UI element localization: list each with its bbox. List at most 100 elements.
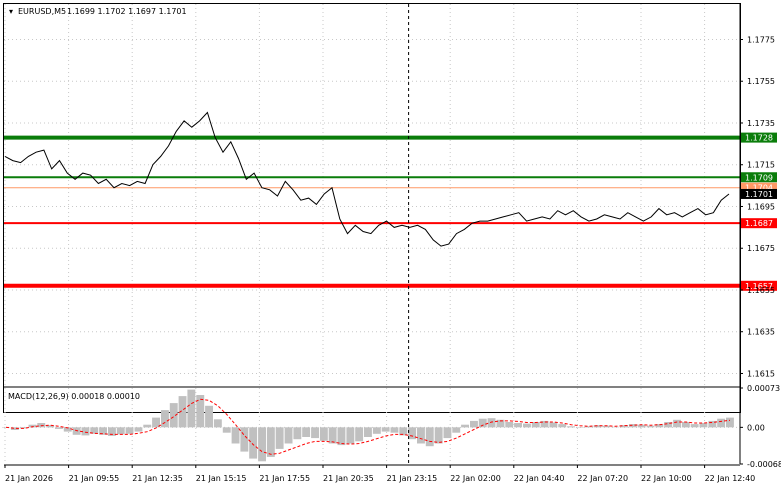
time-tick-label: 21 Jan 12:35 <box>132 474 183 483</box>
ohlc-values: 1.1699 1.1702 1.1697 1.1701 <box>67 7 187 16</box>
price-series <box>4 111 730 247</box>
symbol-timeframe: EURUSD,M5 <box>18 7 66 16</box>
time-tick-label: 22 Jan 02:00 <box>450 474 501 483</box>
horizontal-levels: 1.1728 1.1709 1.1704 1.1687 1.1657 1.1701 <box>4 132 777 291</box>
macd-histogram-bar <box>258 427 266 462</box>
resistance-level-tag <box>741 132 777 143</box>
macd-histogram-bar <box>417 427 425 444</box>
macd-histogram-bar <box>434 427 443 444</box>
current-price-tag <box>741 188 777 199</box>
macd-histogram-bar <box>575 427 584 428</box>
macd-histogram-bar <box>213 419 222 428</box>
macd-histogram-bar <box>514 423 522 428</box>
macd-histogram-bar <box>602 425 611 428</box>
macd-histogram-bar <box>205 405 213 428</box>
time-tick-label: 21 Jan 2026 <box>5 474 53 483</box>
macd-histogram-bar <box>284 427 293 444</box>
chart-title-arrow[interactable]: ▾ <box>9 7 13 16</box>
macd-histogram-bar <box>673 419 681 428</box>
price-line <box>4 111 730 247</box>
macd-histogram-bar <box>116 427 125 435</box>
price-tick-label: 1.1695 <box>747 202 775 211</box>
macd-histogram-bar <box>381 427 390 432</box>
macd-histogram-bar <box>99 427 107 435</box>
macd-histogram-bar <box>346 427 355 444</box>
macd-histogram-bar <box>143 424 152 428</box>
price-tick-label: 1.1735 <box>747 119 775 128</box>
time-tick-label: 21 Jan 20:35 <box>323 474 374 483</box>
macd-grid <box>4 386 740 464</box>
time-tick-label: 21 Jan 23:15 <box>387 474 438 483</box>
macd-histogram-bar <box>567 426 575 428</box>
macd-histogram-bar <box>523 423 531 428</box>
resistance-level-label: 1.1728 <box>745 134 773 143</box>
macd-histogram-bar <box>311 427 319 439</box>
support-level-label: 1.1687 <box>745 219 773 228</box>
macd-histogram-bar <box>2 427 10 428</box>
macd-histogram-bar <box>19 427 28 429</box>
macd-histogram-bar <box>240 427 249 452</box>
price-tick-label: 1.1635 <box>747 328 775 337</box>
macd-histogram-bar <box>611 426 620 428</box>
macd-histogram-bar <box>540 420 549 428</box>
macd-histogram-bar <box>169 403 178 428</box>
price-tick-label: 1.1675 <box>747 244 775 253</box>
macd-histogram-bar <box>178 396 187 428</box>
macd-histogram-bar <box>196 395 205 428</box>
current-bid-level-label: 1.1704 <box>745 184 773 193</box>
price-axis: 1.1775 1.1755 1.1735 1.1715 1.1695 1.1675 1.16… <box>739 4 775 464</box>
macd-histogram-bar <box>593 425 602 428</box>
macd-histogram-bar <box>470 420 478 428</box>
time-tick-label: 21 Jan 17:55 <box>259 474 310 483</box>
macd-histogram-bar <box>425 427 434 447</box>
price-tick-label: 1.1775 <box>747 35 775 44</box>
macd-histogram-bar <box>222 427 231 433</box>
macd-histogram-bar <box>231 427 240 444</box>
macd-histogram-bar <box>275 427 284 449</box>
price-tick-label: 1.1715 <box>747 161 775 170</box>
macd-histogram-bar <box>63 427 72 432</box>
macd-tick-label: 0.00 <box>747 423 765 432</box>
macd-histogram-bar <box>637 424 646 428</box>
macd-histogram-bar <box>108 427 116 436</box>
macd-histogram-bar <box>549 422 558 428</box>
support-level-label: 1.1657 <box>745 282 773 291</box>
macd-histogram-bar <box>90 427 99 434</box>
macd-histogram-bar <box>337 427 346 446</box>
macd-histogram-bar <box>408 427 417 440</box>
macd-signal-line <box>5 398 731 455</box>
time-tick-label: 22 Jan 10:00 <box>641 474 692 483</box>
macd-histogram-bar <box>37 423 46 428</box>
price-panel-frame <box>3 3 741 413</box>
macd-histogram-bar <box>249 427 258 459</box>
macd-histogram-bar <box>708 420 717 428</box>
macd-histogram-bar <box>443 427 452 439</box>
macd-histogram-bar <box>319 427 328 441</box>
macd-histogram-bar <box>487 418 496 428</box>
macd-histogram-bar <box>372 427 381 434</box>
time-tick-label: 21 Jan 15:15 <box>196 474 247 483</box>
macd-tick-label: 0.00073 <box>747 384 780 393</box>
resistance-level-tag <box>741 172 777 183</box>
macd-histogram-bar <box>620 425 628 428</box>
macd-tick-label: -0.00068 <box>747 460 781 469</box>
macd-histogram-bar <box>496 419 505 428</box>
time-tick-label: 22 Jan 12:40 <box>705 474 756 483</box>
macd-histogram-bar <box>681 422 690 428</box>
time-axis: 21 Jan 2026 21 Jan 09:55 21 Jan 12:35 21 Ja… <box>4 464 756 483</box>
macd-histogram-bar <box>293 427 302 440</box>
macd-histogram-bar <box>584 426 593 428</box>
macd-histogram-bar <box>558 424 567 428</box>
price-grid <box>4 4 740 386</box>
macd-histogram-bar <box>646 425 655 428</box>
macd-histogram-bar <box>81 427 90 436</box>
macd-histogram-bar <box>399 427 408 436</box>
current-bid-level-tag <box>741 182 777 193</box>
macd-histogram-bar <box>55 427 63 429</box>
macd-histogram-bar <box>125 427 134 434</box>
macd-histogram-bar <box>505 422 514 428</box>
macd-histogram-bar <box>452 427 461 433</box>
macd-histogram-bar <box>726 417 734 428</box>
macd-histogram-bar <box>152 417 160 428</box>
